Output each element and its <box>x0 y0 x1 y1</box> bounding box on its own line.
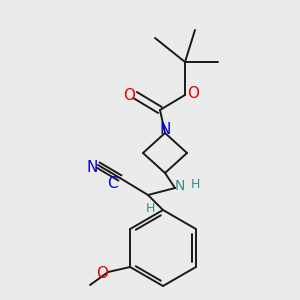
Text: N: N <box>175 179 185 193</box>
Text: H: H <box>145 202 155 214</box>
Text: O: O <box>96 266 108 281</box>
Text: N: N <box>159 122 171 137</box>
Text: H: H <box>190 178 200 190</box>
Text: C: C <box>107 176 117 191</box>
Text: N: N <box>86 160 98 175</box>
Text: O: O <box>123 88 135 103</box>
Text: O: O <box>187 85 199 100</box>
